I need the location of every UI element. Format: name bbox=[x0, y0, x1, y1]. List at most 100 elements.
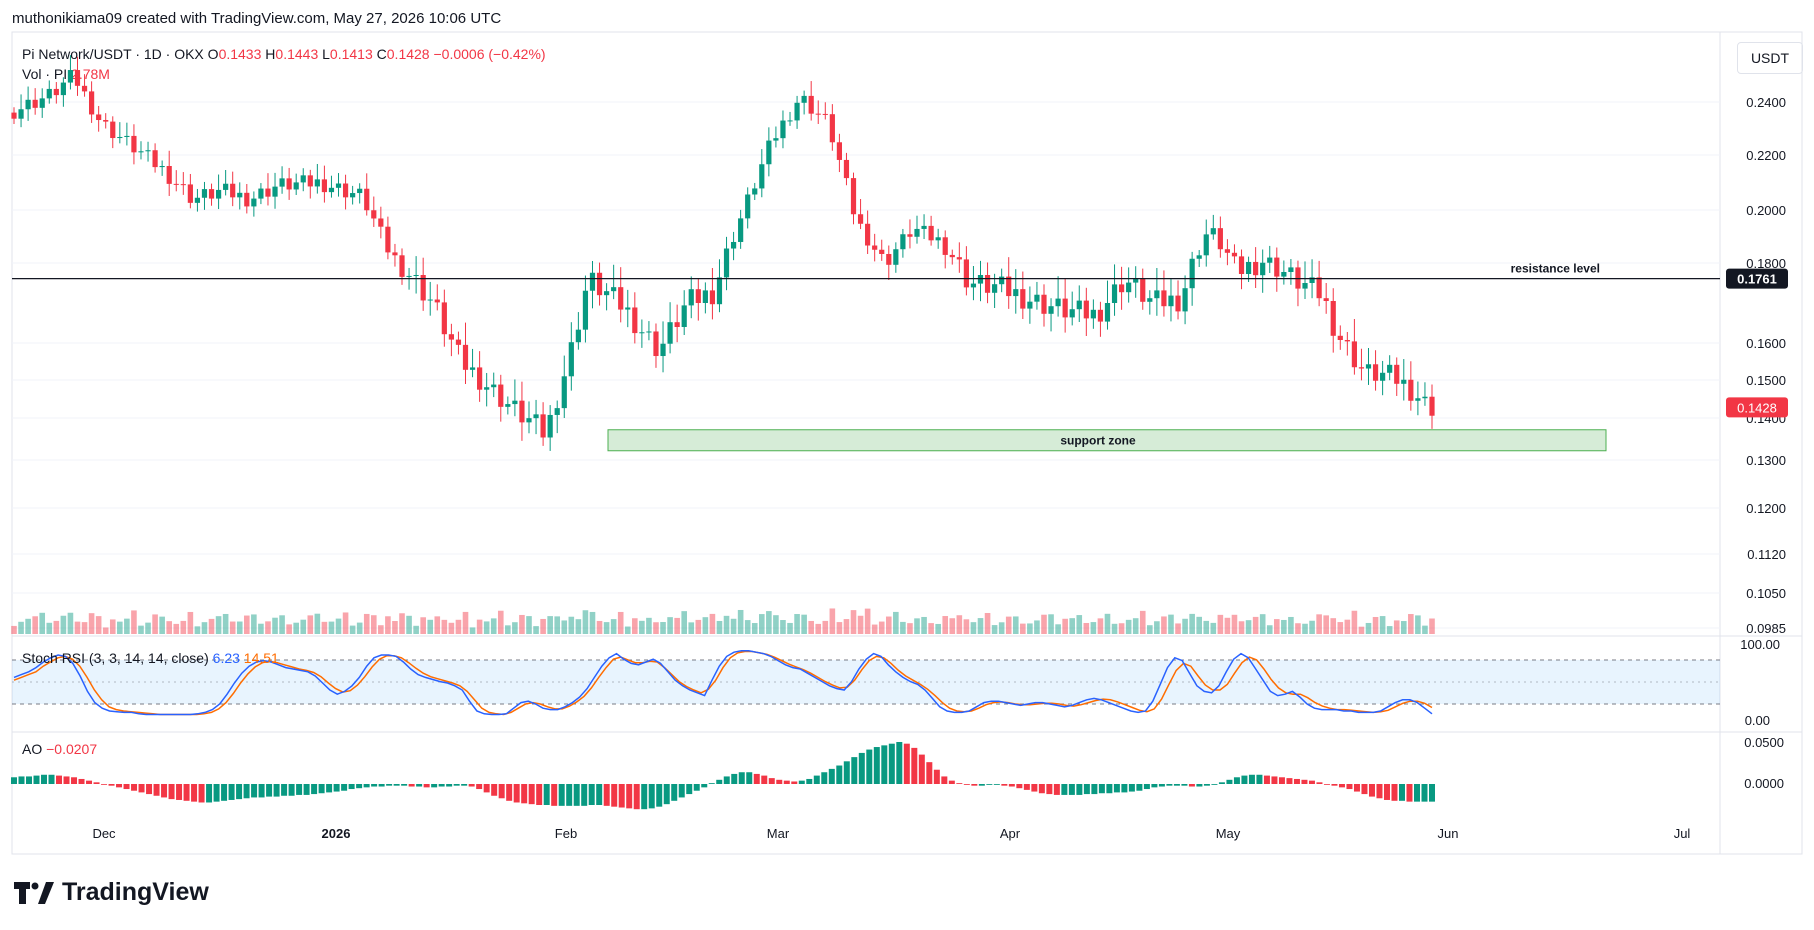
volume-bar bbox=[730, 618, 737, 634]
candle-body bbox=[364, 188, 370, 211]
ao-bar bbox=[836, 765, 843, 784]
candle-body bbox=[618, 287, 624, 310]
candle-body bbox=[935, 237, 941, 241]
ao-bar bbox=[1121, 784, 1128, 793]
volume-bar bbox=[229, 621, 236, 634]
currency-button[interactable]: USDT bbox=[1737, 42, 1803, 74]
volume-bar bbox=[131, 610, 137, 634]
volume-bar bbox=[427, 619, 434, 634]
volume-bar bbox=[1118, 623, 1125, 634]
ao-bar bbox=[198, 784, 205, 803]
volume-bar bbox=[843, 619, 850, 634]
volume-bar bbox=[1041, 614, 1047, 634]
candle-body bbox=[441, 302, 447, 335]
volume-bar bbox=[737, 609, 744, 634]
volume-bar bbox=[18, 621, 24, 634]
brand-name: TradingView bbox=[62, 878, 209, 906]
ao-bar bbox=[686, 784, 693, 795]
volume-bar bbox=[526, 616, 532, 634]
volume-bar bbox=[462, 611, 469, 634]
volume-bar bbox=[1175, 623, 1181, 634]
volume-bar bbox=[878, 621, 885, 634]
candle-body bbox=[1358, 367, 1365, 369]
high-label: H bbox=[265, 46, 276, 62]
volume-bar bbox=[632, 618, 638, 634]
ao-bar bbox=[671, 784, 678, 801]
volume-bar bbox=[624, 626, 631, 634]
volume-bar bbox=[723, 615, 730, 634]
volume-bar bbox=[893, 611, 899, 634]
resistance-price-text: 0.1761 bbox=[1737, 272, 1777, 287]
volume-bar bbox=[483, 621, 490, 634]
volume-bar bbox=[956, 615, 963, 634]
candle-body bbox=[829, 114, 835, 143]
candle-body bbox=[173, 183, 179, 185]
ao-bar bbox=[1188, 784, 1195, 787]
candle-body bbox=[1344, 340, 1350, 342]
candle-body bbox=[406, 275, 412, 277]
candle-body bbox=[279, 178, 285, 187]
ao-bar bbox=[1248, 774, 1255, 784]
volume-bar bbox=[533, 626, 539, 634]
candle-body bbox=[491, 384, 497, 388]
candle-body bbox=[1274, 257, 1280, 277]
volume-bar bbox=[378, 625, 384, 634]
candle-body bbox=[843, 159, 850, 179]
volume-bar bbox=[1217, 614, 1224, 634]
ao-bar bbox=[1136, 784, 1143, 791]
candle-body bbox=[850, 178, 857, 215]
volume-bar bbox=[476, 619, 483, 634]
volume-bar bbox=[328, 621, 335, 634]
candle-body bbox=[1422, 396, 1428, 399]
volume-bar bbox=[490, 618, 497, 634]
ao-bar bbox=[648, 784, 655, 809]
volume-bar bbox=[780, 620, 786, 634]
ao-bar bbox=[131, 784, 138, 791]
candle-body bbox=[949, 254, 955, 258]
candle-body bbox=[611, 287, 617, 292]
volume-bar bbox=[935, 623, 941, 634]
candle-body bbox=[984, 275, 991, 293]
candle-body bbox=[385, 226, 391, 253]
ao-bar bbox=[1376, 784, 1383, 799]
volume-bar bbox=[180, 620, 187, 634]
ao-bar bbox=[641, 784, 648, 810]
volume-bar bbox=[74, 621, 81, 634]
volume-bar bbox=[1273, 619, 1280, 634]
chart-frame bbox=[11, 31, 1803, 855]
ao-bar bbox=[1263, 775, 1270, 784]
ao-bar bbox=[573, 784, 580, 806]
time-axis[interactable]: Dec 2026 Feb Mar Apr May Jun Jul bbox=[92, 826, 1690, 841]
time-tick-label: 2026 bbox=[322, 826, 351, 841]
candle-body bbox=[237, 192, 243, 198]
price-axis[interactable]: 0.24000.22000.20000.18000.16000.15000.14… bbox=[1746, 95, 1786, 636]
candle-body bbox=[484, 387, 490, 390]
ao-bar bbox=[963, 784, 970, 785]
candle-body bbox=[639, 332, 645, 334]
candle-body bbox=[667, 322, 673, 344]
price-chart[interactable]: support zone resistance level 0.2400 0.22… bbox=[0, 0, 1814, 870]
volume-bar bbox=[469, 627, 476, 634]
symbol-label[interactable]: Pi Network/USDT · 1D · OKX bbox=[22, 46, 204, 62]
volume-bar bbox=[1259, 614, 1266, 634]
ao-bar bbox=[1128, 784, 1135, 792]
ao-bar bbox=[476, 784, 483, 790]
volume-bar bbox=[1203, 620, 1210, 634]
volume-bar bbox=[342, 612, 349, 634]
tradingview-brand[interactable]: TradingView bbox=[14, 878, 209, 907]
candle-body bbox=[1309, 277, 1315, 283]
volume-bar bbox=[709, 613, 716, 634]
candle-body bbox=[286, 178, 292, 190]
price-tick-label: 0.1050 bbox=[1746, 586, 1786, 601]
ao-bar bbox=[911, 747, 918, 784]
volume-bar bbox=[455, 619, 462, 634]
candle-body bbox=[1394, 364, 1400, 384]
candle-body bbox=[526, 418, 532, 423]
volume-bar bbox=[265, 621, 271, 634]
candle-body bbox=[1316, 277, 1322, 299]
volume-bar bbox=[646, 617, 652, 634]
support-zone[interactable] bbox=[607, 429, 1607, 452]
ao-bar bbox=[108, 784, 115, 786]
ao-label: AO bbox=[22, 741, 43, 757]
ao-bar bbox=[858, 752, 865, 784]
